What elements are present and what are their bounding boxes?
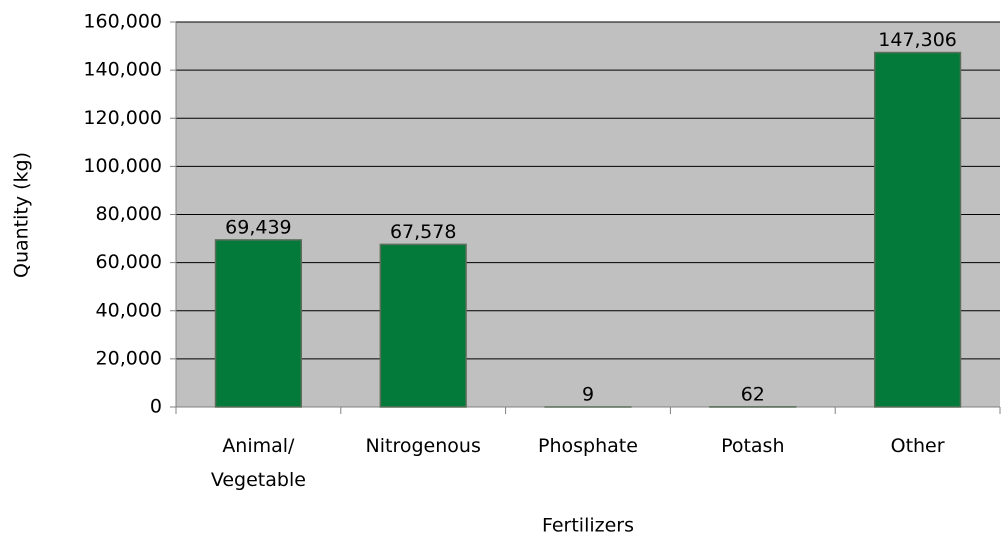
y-tick-label: 120,000 bbox=[83, 107, 162, 129]
data-label: 9 bbox=[582, 383, 594, 405]
x-axis-label: Fertilizers bbox=[542, 515, 634, 537]
y-tick-label: 60,000 bbox=[96, 251, 162, 273]
y-tick-label: 0 bbox=[150, 396, 162, 418]
data-label: 62 bbox=[741, 383, 765, 405]
x-tick-label: Phosphate bbox=[538, 435, 638, 457]
bar bbox=[874, 51, 962, 408]
x-tick-label: Other bbox=[891, 435, 945, 457]
data-label: 147,306 bbox=[878, 29, 957, 51]
x-tick-label: Potash bbox=[721, 435, 784, 457]
x-tick-label: Nitrogenous bbox=[366, 435, 481, 457]
y-tick-label: 40,000 bbox=[96, 299, 162, 321]
y-tick-label: 140,000 bbox=[83, 59, 162, 81]
x-tick-label: Animal/Vegetable bbox=[211, 435, 306, 491]
y-tick-label: 100,000 bbox=[83, 155, 162, 177]
y-tick-label: 160,000 bbox=[83, 11, 162, 33]
data-label: 67,578 bbox=[390, 221, 456, 243]
y-tick-label: 80,000 bbox=[96, 203, 162, 225]
bar bbox=[379, 243, 467, 408]
y-tick-label: 20,000 bbox=[96, 347, 162, 369]
bar bbox=[214, 239, 302, 408]
data-label: 69,439 bbox=[225, 216, 291, 238]
y-axis-label: Quantity (kg) bbox=[11, 152, 33, 278]
